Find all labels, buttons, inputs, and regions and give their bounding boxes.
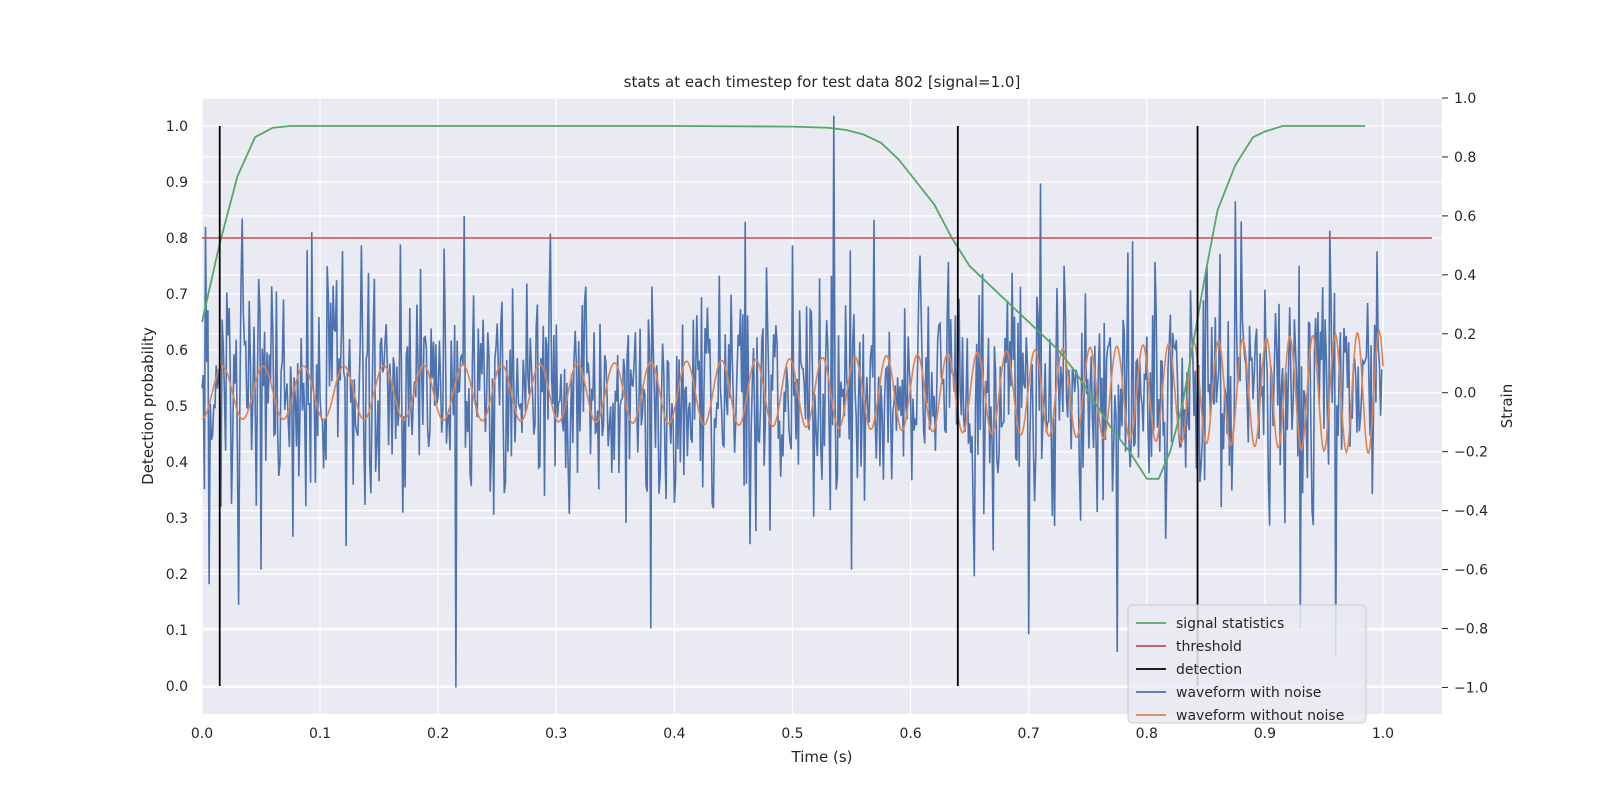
y-tick-label: 0.9 [166,175,188,191]
y-tick-label: 0.6 [166,343,188,359]
x-tick-label: 0.6 [899,726,921,742]
legend: signal statistics threshold detection wavef… [1127,604,1367,724]
legend-label: waveform without noise [1176,708,1344,724]
waveform-without-noise-line [201,329,1384,455]
y2-tick-label: −0.2 [1454,445,1488,461]
x-tick-label: 0.5 [781,726,803,742]
y2-axis-label: Strain [1498,384,1516,428]
axes-layer: 0.0 0.1 0.2 0.3 0.4 0.5 0.6 0.7 0.8 0.9 1.0 0.0 0.1 0… [166,91,1488,742]
series-layer [201,115,1432,688]
y2-tick-label: 0.2 [1454,327,1476,343]
legend-label: detection [1176,662,1242,678]
x-tick-label: 1.0 [1372,726,1394,742]
y-tick-label: 0.0 [166,679,188,695]
x-tick-label: 0.3 [545,726,567,742]
y2-tick-label: 0.8 [1454,150,1476,166]
legend-label: threshold [1176,639,1242,655]
x-tick-label: 0.7 [1018,726,1040,742]
y2-tick-label: −0.4 [1454,504,1488,520]
x-axis-label: Time (s) [791,748,853,766]
y2-tick-label: 0.4 [1454,268,1476,284]
y2-tick-label: −0.6 [1454,563,1488,579]
y2-tick-label: 1.0 [1454,91,1476,107]
y-tick-label: 0.5 [166,399,188,415]
y-tick-label: 0.1 [166,623,188,639]
x-tick-label: 0.1 [309,726,331,742]
x-tick-label: 0.9 [1254,726,1276,742]
x-tick-label: 0.2 [427,726,449,742]
y-tick-label: 0.4 [166,455,188,471]
signal-statistics-line [201,125,1366,480]
y-axis-label: Detection probability [139,327,157,485]
legend-label: waveform with noise [1176,685,1321,701]
y2-tick-label: 0.0 [1454,386,1476,402]
y-tick-label: 0.8 [166,231,188,247]
legend-box [1127,604,1367,724]
y-tick-label: 0.7 [166,287,188,303]
y2-tick-label: −0.8 [1454,622,1488,638]
y2-tick-label: −1.0 [1454,680,1488,696]
waveform-with-noise-line [201,115,1383,688]
y-tick-label: 1.0 [166,119,188,135]
y-tick-label: 0.2 [166,567,188,583]
x-tick-label: 0.8 [1136,726,1158,742]
x-tick-label: 0.0 [191,726,213,742]
chart-title: stats at each timestep for test data 802… [624,73,1021,91]
legend-label: signal statistics [1176,616,1284,632]
y-tick-label: 0.3 [166,511,188,527]
x-tick-label: 0.4 [663,726,685,742]
y2-tick-label: 0.6 [1454,209,1476,225]
